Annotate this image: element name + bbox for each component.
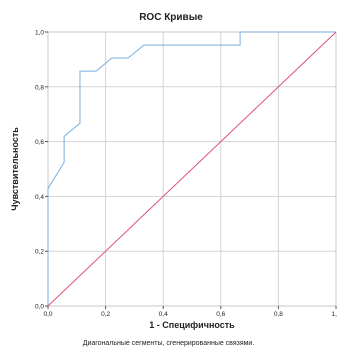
y-tick-label: 0,2 — [35, 249, 44, 256]
series-layer — [47, 31, 337, 307]
x-tick-label: 0,8 — [274, 311, 283, 318]
x-tick-label: 0,2 — [101, 311, 110, 318]
chart-footnote: Диагональные сегменты, сгенерированные с… — [82, 340, 255, 347]
x-tick-label: 0,4 — [159, 311, 168, 318]
x-tick-label: 0,0 — [43, 311, 52, 318]
y-tick-label: 0,6 — [35, 139, 44, 146]
x-tick-label: 0,6 — [216, 311, 225, 318]
plot-frame — [47, 31, 337, 307]
roc-curve-line — [47, 31, 336, 306]
y-axis-label: Чувствительность — [10, 127, 20, 211]
y-tick-label: 0,8 — [35, 84, 44, 91]
chart-title: ROC Кривые — [139, 12, 203, 23]
x-tick-label: 1,0 — [331, 311, 337, 318]
y-tick-label: 1,0 — [35, 30, 44, 37]
tick-layer: 0,0 0,2 0,4 0,6 0,8 1,0 0,0 0,2 0,4 0,6 0,8 1,0 — [35, 30, 337, 319]
x-axis-label: 1 - Специфичность — [149, 320, 235, 330]
y-tick-label: 0,0 — [35, 304, 44, 311]
reference-diagonal-line — [47, 31, 337, 307]
y-tick-label: 0,4 — [35, 194, 44, 201]
